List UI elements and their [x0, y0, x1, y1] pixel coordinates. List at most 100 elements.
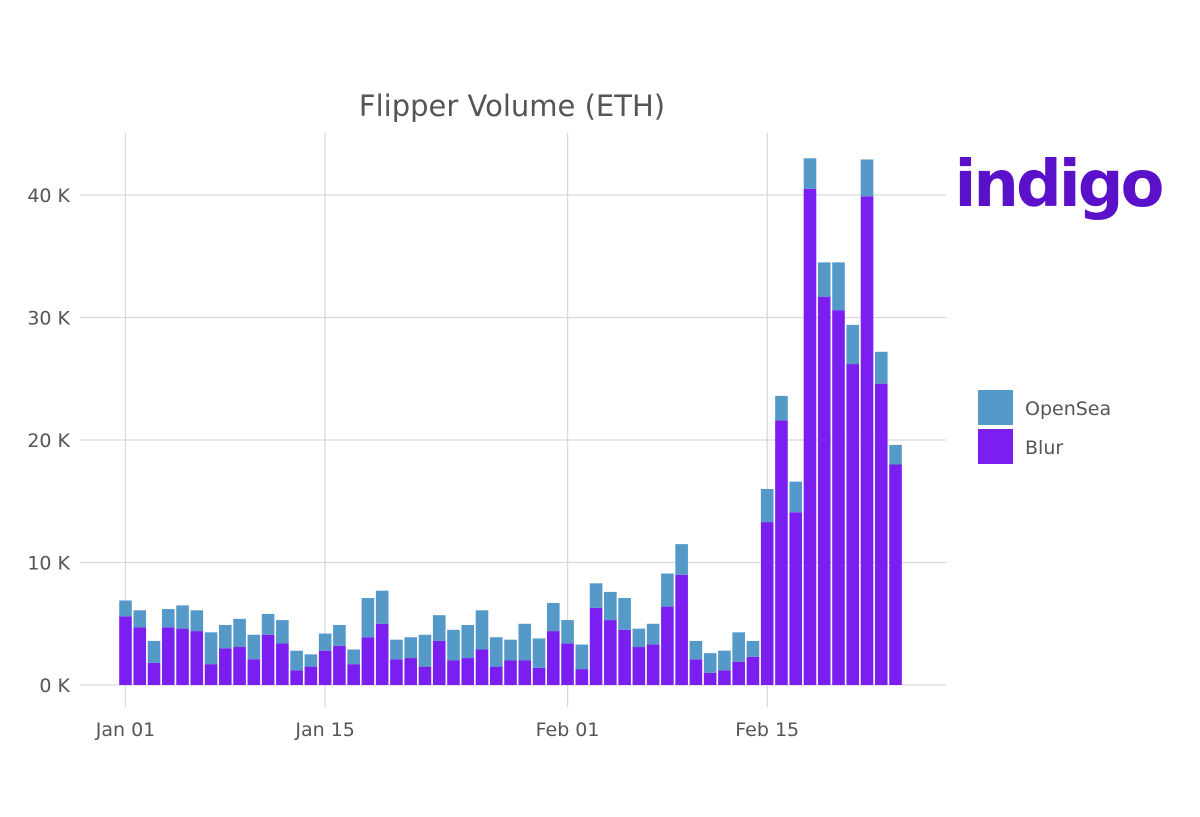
- legend-label-opensea[interactable]: OpenSea: [1025, 398, 1111, 420]
- bar-opensea: [561, 620, 574, 644]
- legend-swatch-blur: [978, 429, 1013, 464]
- bar-opensea: [860, 159, 874, 197]
- bar-blur: [547, 631, 560, 685]
- bar-blur: [675, 574, 688, 685]
- bar-blur: [789, 512, 803, 685]
- bar-blur: [860, 196, 874, 685]
- bar-opensea: [261, 613, 275, 635]
- bar-blur: [347, 664, 360, 685]
- bar-opensea: [661, 573, 674, 607]
- bar-opensea: [532, 638, 546, 668]
- bar-opensea: [276, 620, 289, 644]
- bar-blur: [874, 383, 888, 685]
- x-tick-label: Jan 01: [95, 719, 156, 741]
- bar-opensea: [760, 489, 774, 523]
- bar-blur: [618, 629, 631, 685]
- bar-opensea: [190, 610, 204, 632]
- bar-opensea: [632, 628, 646, 648]
- bar-blur: [803, 188, 817, 685]
- y-tick-label: 20 K: [27, 430, 70, 452]
- bar-opensea: [147, 640, 161, 663]
- bar-opensea: [832, 262, 845, 311]
- bar-blur: [404, 658, 417, 685]
- bar-opensea: [703, 653, 717, 673]
- bar-blur: [432, 640, 446, 685]
- bar-blur: [689, 659, 703, 685]
- bar-blur: [604, 620, 617, 685]
- bar-blur: [204, 664, 218, 685]
- chart-title: Flipper Volume (ETH): [359, 89, 665, 123]
- bar-blur: [746, 656, 760, 685]
- bar-blur: [361, 637, 375, 685]
- x-tick-label: Jan 15: [294, 719, 355, 741]
- bar-blur: [390, 659, 403, 685]
- bar-blur: [775, 420, 788, 685]
- bar-blur: [261, 634, 275, 685]
- bar-blur: [318, 650, 332, 685]
- bar-blur: [161, 627, 175, 685]
- bar-blur: [233, 647, 246, 685]
- bar-opensea: [646, 623, 660, 645]
- bar-opensea: [204, 632, 218, 665]
- bar-opensea: [547, 602, 560, 632]
- bar-opensea: [461, 624, 475, 659]
- bar-blur: [418, 666, 432, 685]
- bar-blur: [718, 670, 731, 685]
- bar-blur: [703, 672, 717, 685]
- bar-opensea: [333, 624, 346, 646]
- bar-opensea: [817, 262, 831, 297]
- bar-opensea: [447, 629, 460, 661]
- axis-labels: 0 K 10 K 20 K 30 K 40 K Jan 01 Jan 15 Feb 01 Feb…: [27, 185, 799, 741]
- bar-opensea: [176, 605, 189, 629]
- bar-opensea: [775, 395, 788, 421]
- bar-opensea: [219, 624, 232, 649]
- bar-blur: [219, 648, 232, 685]
- bar-opensea: [689, 640, 703, 660]
- bar-blur: [119, 616, 132, 685]
- bar-opensea: [361, 598, 375, 638]
- bar-blur: [532, 667, 546, 685]
- bar-blur: [133, 627, 147, 685]
- bar-opensea: [732, 632, 745, 662]
- bar-blur: [646, 644, 660, 685]
- bar-opensea: [846, 324, 860, 365]
- bar-opensea: [789, 481, 803, 513]
- bar-blur: [375, 623, 389, 685]
- y-tick-label: 40 K: [27, 185, 70, 207]
- bar-opensea: [119, 600, 132, 617]
- bar-blur: [760, 522, 774, 685]
- bar-opensea: [518, 623, 532, 661]
- bar-opensea: [874, 351, 888, 384]
- bar-opensea: [418, 634, 432, 667]
- bar-blur: [176, 628, 189, 685]
- bar-opensea: [575, 644, 589, 670]
- bar-blur: [290, 670, 303, 685]
- bar-blur: [304, 666, 318, 685]
- bar-opensea: [589, 583, 603, 608]
- bar-opensea: [432, 615, 446, 641]
- bar-blur: [276, 643, 289, 685]
- bar-blur: [846, 364, 860, 685]
- bar-blur: [475, 649, 489, 685]
- bar-blur: [732, 661, 745, 685]
- legend[interactable]: OpenSea Blur: [978, 390, 1111, 464]
- bar-blur: [817, 296, 831, 685]
- y-tick-label: 10 K: [27, 553, 70, 575]
- bar-opensea: [746, 640, 760, 657]
- bar-blur: [504, 660, 517, 685]
- legend-label-blur[interactable]: Blur: [1025, 437, 1063, 459]
- bar-opensea: [304, 654, 318, 667]
- bar-blur: [561, 643, 574, 685]
- bar-blur: [589, 607, 603, 685]
- bar-blur: [575, 669, 589, 685]
- bar-opensea: [718, 650, 731, 671]
- bar-blur: [832, 310, 845, 685]
- bar-opensea: [133, 610, 147, 628]
- bar-opensea: [889, 444, 902, 465]
- bar-blur: [147, 662, 161, 685]
- bar-opensea: [404, 637, 417, 659]
- bar-blur: [632, 647, 646, 685]
- bar-blur: [190, 631, 204, 685]
- indigo-logo: indigo: [954, 148, 1162, 222]
- bar-blur: [661, 606, 674, 685]
